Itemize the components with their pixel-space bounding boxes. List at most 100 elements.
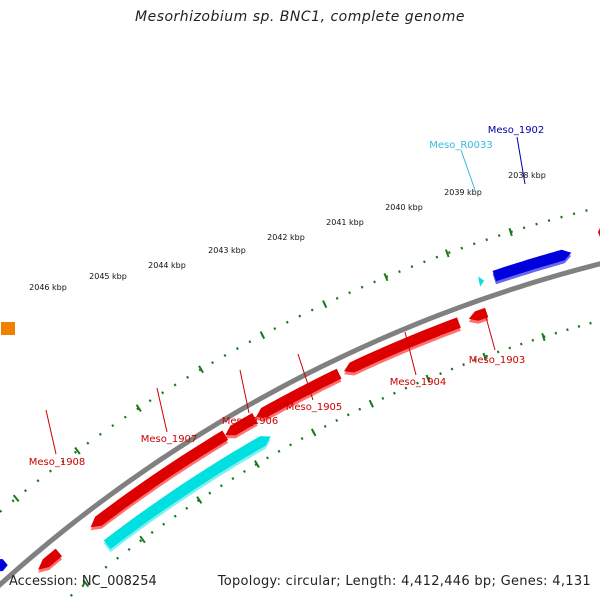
- minor-tick: [162, 522, 166, 526]
- gene-label[interactable]: Meso_1903: [469, 355, 526, 366]
- gene-label[interactable]: Meso_1908: [29, 457, 86, 468]
- major-tick: [74, 446, 81, 455]
- gene-left-blue[interactable]: [0, 559, 8, 572]
- minor-tick: [348, 291, 352, 295]
- minor-tick: [435, 255, 439, 259]
- major-tick: [12, 494, 20, 502]
- minor-tick: [585, 209, 588, 212]
- minor-tick: [185, 506, 189, 510]
- minor-tick: [48, 469, 52, 473]
- gene-meso-1903[interactable]: [468, 307, 489, 324]
- ruler-label: 2044 kbp: [148, 261, 186, 270]
- minor-tick: [485, 354, 489, 358]
- ruler-label: 2043 kbp: [208, 246, 246, 255]
- minor-tick: [248, 340, 252, 344]
- label-leader-line: [404, 331, 417, 376]
- gene-meso-1904[interactable]: [344, 317, 461, 376]
- gene-meso-1907-body: [90, 430, 229, 528]
- gene-meso-1906-body: [225, 413, 258, 436]
- gene-meso-r0033[interactable]: [478, 276, 485, 287]
- minor-tick: [92, 574, 97, 578]
- minor-tick: [473, 358, 477, 362]
- minor-tick: [392, 391, 396, 395]
- label-leader-line: [156, 387, 168, 433]
- minor-tick: [554, 331, 558, 335]
- gene-meso-1902[interactable]: [492, 249, 572, 285]
- ruler-label: 2038 kbp: [508, 171, 546, 180]
- gene-meso-1907b[interactable]: [103, 436, 271, 553]
- label-leader-line: [45, 409, 57, 455]
- minor-tick: [358, 407, 362, 411]
- gene-left-orange[interactable]: [1, 322, 15, 335]
- major-tick: [541, 332, 546, 342]
- gene-label[interactable]: Meso_1902: [488, 125, 545, 136]
- minor-tick: [23, 489, 28, 493]
- minor-tick: [285, 320, 289, 324]
- minor-tick: [547, 219, 551, 222]
- ruler-label: 2039 kbp: [444, 188, 482, 197]
- minor-tick: [300, 437, 304, 441]
- label-leader-line: [297, 353, 314, 401]
- major-tick: [425, 374, 431, 383]
- minor-tick: [104, 565, 108, 569]
- gene-meso-1906[interactable]: [225, 413, 258, 439]
- minor-tick: [235, 347, 239, 351]
- minor-tick: [211, 361, 214, 365]
- minor-tick: [360, 285, 364, 289]
- minor-tick: [69, 593, 73, 597]
- minor-tick: [531, 338, 535, 342]
- ruler-label: 2040 kbp: [385, 203, 423, 212]
- minor-tick: [136, 407, 140, 411]
- gene-label[interactable]: Meso_1904: [390, 377, 447, 388]
- minor-tick: [577, 324, 581, 328]
- minor-tick: [447, 251, 451, 255]
- major-tick: [82, 579, 90, 588]
- gene-label-lines: [45, 136, 526, 455]
- minor-tick: [450, 367, 454, 371]
- label-leader-line: [516, 136, 526, 185]
- inner-tick-track: [69, 321, 592, 597]
- major-tick: [254, 460, 260, 468]
- minor-tick: [404, 386, 408, 390]
- minor-tick: [485, 238, 489, 242]
- minor-tick: [310, 308, 314, 312]
- minor-tick: [462, 363, 465, 367]
- gene-meso-1905-body: [255, 368, 342, 418]
- genome-backbone: [0, 261, 600, 588]
- major-tick: [135, 404, 142, 413]
- minor-tick: [148, 399, 152, 403]
- gene-meso-1904-body: [344, 317, 461, 373]
- gene-label[interactable]: Meso_1905: [286, 402, 343, 413]
- gene-label[interactable]: Meso_R0033: [429, 140, 493, 151]
- minor-tick: [273, 327, 277, 331]
- minor-tick: [323, 424, 327, 428]
- label-leader-line: [483, 309, 496, 351]
- gene-label[interactable]: Meso_1907: [141, 434, 198, 445]
- minor-tick: [519, 342, 523, 346]
- minor-tick: [346, 413, 350, 417]
- minor-tick: [416, 381, 419, 385]
- minor-tick: [11, 499, 15, 503]
- ruler-label: 2042 kbp: [267, 233, 305, 242]
- minor-tick: [560, 215, 563, 219]
- gene-label[interactable]: Meso_1906: [222, 416, 279, 427]
- ruler-labels: 2038 kbp 2039 kbp 2040 kbp 2041 kbp 2042 kbp…: [29, 171, 546, 292]
- minor-tick: [139, 539, 143, 543]
- minor-tick: [223, 353, 227, 358]
- minor-tick: [335, 296, 339, 300]
- minor-tick: [522, 226, 526, 230]
- gene-meso-1907[interactable]: [90, 430, 229, 531]
- gene-meso-1908[interactable]: [38, 548, 62, 573]
- label-leader-line: [460, 149, 476, 191]
- minor-tick: [81, 584, 85, 588]
- major-tick: [139, 535, 146, 544]
- minor-tick: [572, 212, 576, 216]
- major-tick: [444, 249, 450, 258]
- minor-tick: [496, 350, 500, 354]
- major-tick: [259, 331, 266, 340]
- minor-tick: [186, 375, 190, 379]
- gene-meso-1905[interactable]: [255, 368, 342, 421]
- minor-tick: [208, 491, 212, 495]
- backbone-line: [0, 261, 600, 588]
